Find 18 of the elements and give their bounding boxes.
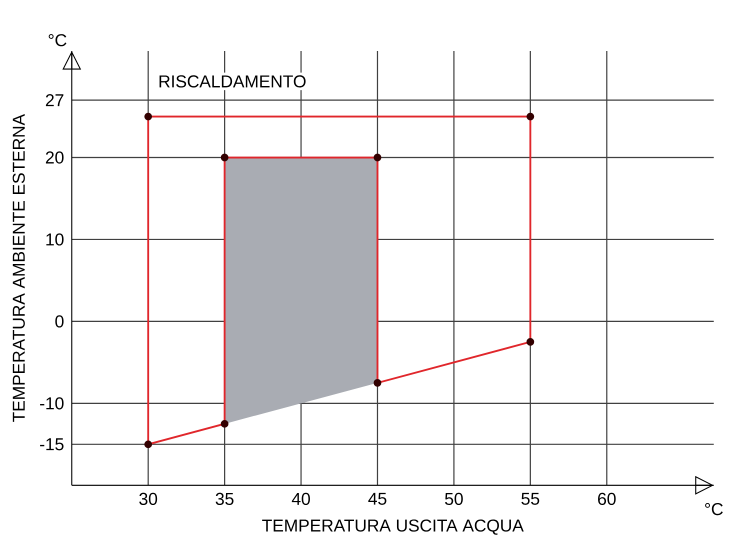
y-tick-label: -15 [40,438,64,450]
y-tick-label: 0 [55,315,64,328]
x-tick-label: 45 [368,492,386,505]
x-axis-title: TEMPERATURA USCITA ACQUA [262,519,524,535]
y-axis-title: TEMPERATURA AMBIENTE ESTERNA [12,114,25,422]
x-tick-label: 30 [139,492,158,505]
y-tick-label: 10 [46,233,64,246]
x-tick-label: 35 [216,492,234,505]
x-tick-label: 60 [598,492,616,505]
text: RISCALDAMENTO [160,75,306,88]
y-tick-label: -10 [40,397,64,410]
y-tick-label: 20 [46,151,64,164]
x-tick-label: 50 [445,492,463,505]
y-tick-label: 27 [46,94,64,106]
text: °C [48,34,66,46]
text: °C [705,502,723,516]
x-tick-label: 55 [521,492,540,505]
x-tick-label: 40 [292,492,310,505]
